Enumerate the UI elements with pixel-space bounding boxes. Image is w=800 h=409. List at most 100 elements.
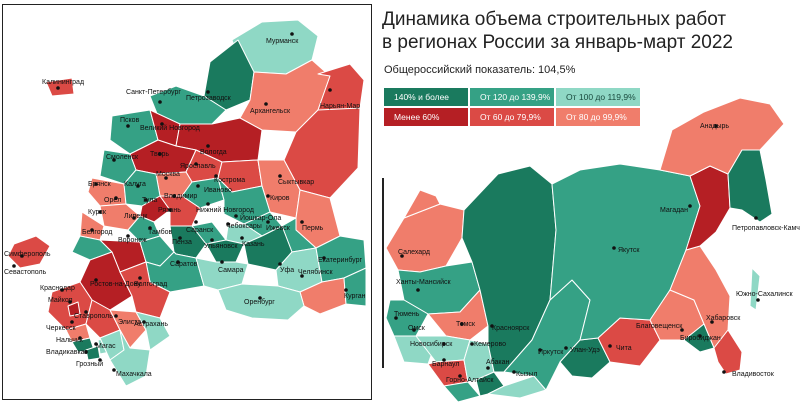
city-label-arkhangelsk: Архангельск xyxy=(250,108,291,115)
city-label-barnaul: Барнаул xyxy=(432,361,460,368)
city-dot-yekaterinburg xyxy=(322,256,326,260)
city-label-yoshkar-ola: Йошкар-Ола xyxy=(240,213,281,222)
city-dot-cherkessk xyxy=(70,320,74,324)
city-label-yaroslavl: Ярославль xyxy=(180,163,216,170)
city-label-saratov: Саратов xyxy=(170,261,198,268)
city-dot-khanty xyxy=(416,288,420,292)
city-dot-anadyr xyxy=(714,124,718,128)
city-label-petrozavodsk: Петрозаводск xyxy=(186,95,232,102)
city-dot-kemerovo xyxy=(470,342,474,346)
city-label-ulyanovsk: Ульяновск xyxy=(204,243,238,250)
city-label-volgograd: Волгоград xyxy=(134,281,167,288)
city-dot-cheboksary xyxy=(226,222,230,226)
city-label-omsk: Омск xyxy=(408,325,426,332)
city-dot-vnovgorod xyxy=(160,122,164,126)
city-dot-kaluga xyxy=(136,184,140,188)
city-label-chelyabinsk: Челябинск xyxy=(298,268,333,276)
city-dot-vladivostok xyxy=(722,370,726,374)
city-label-sevastopol: Севастополь xyxy=(4,269,47,276)
subtitle: Общероссийский показатель: 104,5% xyxy=(384,64,576,76)
city-label-lipetsk: Липецк xyxy=(124,213,148,220)
city-dot-lipetsk xyxy=(132,216,136,220)
city-dot-syktyvkar xyxy=(278,174,282,178)
legend-item-120-139: От 120 до 139,9% xyxy=(470,88,554,106)
city-dot-belgorod xyxy=(90,228,94,232)
city-dot-yuzhno xyxy=(756,298,760,302)
city-dot-vologda xyxy=(206,144,210,148)
city-label-kostroma: Кострома xyxy=(214,177,245,184)
city-dot-tver xyxy=(158,152,162,156)
region-kamchatka xyxy=(727,149,773,223)
region-orenburg xyxy=(217,283,305,321)
city-dot-saransk xyxy=(194,220,198,224)
city-label-ufa: Уфа xyxy=(280,267,294,274)
region-north-ossetia xyxy=(85,345,101,361)
city-dot-kaliningrad xyxy=(56,86,60,90)
title-line-2: в регионах России за январь-март 2022 xyxy=(382,32,733,53)
city-label-nalchik: Нальчик xyxy=(56,337,84,344)
region-adygea xyxy=(67,301,81,317)
city-label-moskva: Москва xyxy=(156,171,180,178)
city-dot-nnovgorod xyxy=(206,202,210,206)
city-dot-moskva xyxy=(164,176,168,180)
city-label-kemerovo: Кемерово xyxy=(474,341,506,348)
city-label-pskov: Псков xyxy=(120,117,140,124)
city-dot-yaroslavl xyxy=(194,162,198,166)
city-label-kaliningrad: Калининград xyxy=(42,79,84,86)
city-label-vladikavkaz: Владикавказ xyxy=(46,349,88,356)
city-dot-khabarovsk xyxy=(710,320,714,324)
city-label-syktyvkar: Сыктывкар xyxy=(278,179,314,186)
city-dot-tambov xyxy=(148,226,152,230)
city-label-makhachkala: Махачкала xyxy=(116,371,152,378)
city-label-kursk: Курск xyxy=(88,209,107,216)
city-dot-ryazan xyxy=(168,208,172,212)
city-label-spb: Санкт-Петербург xyxy=(126,88,181,96)
map-title: Динамика объема строительных работ в рег… xyxy=(382,8,782,54)
city-dot-bryansk xyxy=(94,182,98,186)
city-dot-petrozavodsk xyxy=(206,90,210,94)
region-chukotka xyxy=(659,97,785,177)
legend-item-under-60: Менее 60% xyxy=(384,108,468,126)
city-dot-omsk xyxy=(412,328,416,332)
city-label-kazan: Казань xyxy=(242,241,265,248)
city-dot-voronezh xyxy=(126,234,130,238)
region-tula xyxy=(139,195,171,223)
city-dot-kostroma xyxy=(214,174,218,178)
city-dot-orenburg xyxy=(258,296,262,300)
city-dot-sevastopol xyxy=(12,264,16,268)
city-dot-ufa xyxy=(278,262,282,266)
city-label-salekhard: Салехард xyxy=(398,249,430,256)
city-dot-makhachkala xyxy=(112,368,116,372)
city-label-nnovgorod: Нижний Новгород xyxy=(196,206,254,214)
city-label-magadan: Магадан xyxy=(660,207,688,214)
city-dot-kurgan xyxy=(344,288,348,292)
city-dot-salekhard xyxy=(400,254,404,258)
city-dot-spb xyxy=(158,100,162,104)
city-dot-ivanovo xyxy=(196,184,200,188)
city-label-penza: Пенза xyxy=(172,239,192,246)
city-label-krasnoyarsk: Красноярск xyxy=(492,325,530,332)
city-label-murmansk: Мурманск xyxy=(266,38,299,45)
city-dot-rostov xyxy=(94,278,98,282)
legend-item-140plus: 140% и более xyxy=(384,88,468,106)
city-dot-izhevsk xyxy=(266,220,270,224)
city-label-birobidzhan: Биробиджан xyxy=(680,334,721,342)
city-dot-vladimir xyxy=(172,194,176,198)
city-label-kyzyl: Кызыл xyxy=(516,371,537,378)
legend-item-100-119: От 100 до 119,9% xyxy=(556,88,640,106)
city-dot-pskov xyxy=(126,124,130,128)
city-dot-chelyabinsk xyxy=(300,274,304,278)
city-dot-kyzyl xyxy=(512,370,516,374)
city-label-kirov: Киров xyxy=(270,195,290,202)
city-dot-orel xyxy=(114,196,118,200)
city-dot-magas xyxy=(94,342,98,346)
city-label-orenburg: Оренбург xyxy=(244,298,275,306)
city-label-yuzhno: Южно-Сахалинск xyxy=(736,291,794,298)
city-label-tula: Тула xyxy=(142,197,157,204)
city-label-anadyr: Анадырь xyxy=(700,123,729,130)
city-markers: Мурманск Калининград Санкт-Петербург Пет… xyxy=(4,32,800,384)
city-dot-tula xyxy=(144,198,148,202)
region-kaliningrad xyxy=(45,77,75,97)
title-line-1: Динамика объема строительных работ xyxy=(382,9,727,30)
